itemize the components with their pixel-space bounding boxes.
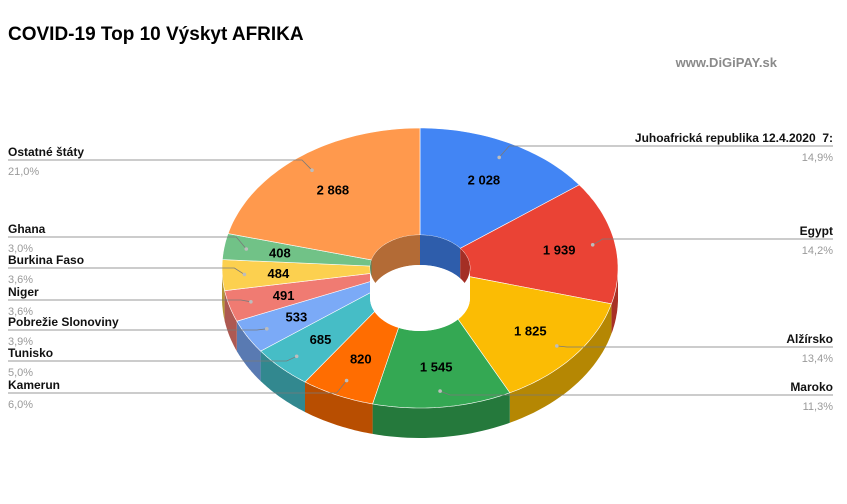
value-label-maroko: 1 545: [420, 360, 453, 375]
callout-name-ghana: Ghana: [8, 222, 46, 236]
hole-wall-juhoafricka-republika-12-4-2020-7: [420, 235, 461, 279]
leader-dot-maroko: [438, 389, 442, 393]
leader-dot-pobrezie-slonoviny: [265, 327, 269, 331]
value-label-tunisko: 685: [310, 332, 332, 347]
callout-percent-tunisko: 5,0%: [8, 367, 33, 379]
callout-name-maroko: Maroko: [790, 380, 833, 394]
leader-dot-kamerun: [344, 378, 349, 383]
value-label-niger: 491: [273, 288, 295, 303]
depth-pobrezie-slonoviny: [236, 321, 261, 382]
watermark-text: www.DiGiPAY.sk: [675, 55, 777, 70]
callout-name-juhoafricka-republika-12-4-2020-7: Juhoafrická republika 12.4.2020 7:: [635, 131, 833, 145]
leader-dot-alzirsko: [555, 344, 559, 348]
depth-kamerun: [305, 382, 373, 434]
hole-wall-ostatne-staty-b: [371, 235, 420, 290]
leader-line-tunisko: [8, 355, 297, 362]
leader-line-niger: [8, 299, 251, 303]
value-label-ghana: 408: [269, 246, 291, 261]
callout-percent-egypt: 14,2%: [802, 245, 833, 257]
callout-percent-ostatne-staty: 21,0%: [8, 166, 39, 178]
callout-name-kamerun: Kamerun: [8, 378, 60, 392]
leader-line-ostatne-staty: [8, 159, 313, 171]
donut-depth: [222, 268, 618, 438]
leader-dot-ostatne-staty: [310, 168, 314, 172]
callout-name-egypt: Egypt: [800, 224, 833, 238]
depth-tunisko: [260, 351, 305, 412]
callout-percent-juhoafricka-republika-12-4-2020-7: 14,9%: [802, 152, 833, 164]
leader-dot-tunisko: [294, 354, 299, 359]
chart-title: COVID-19 Top 10 Výskyt AFRIKA: [8, 24, 304, 45]
callout-percent-kamerun: 6,0%: [8, 399, 33, 411]
callout-percent-maroko: 11,3%: [803, 401, 834, 413]
donut-hole: [370, 235, 470, 331]
callout-name-burkina-faso: Burkina Faso: [8, 253, 84, 267]
leader-line-kamerun: [8, 380, 347, 394]
leader-dot-niger: [249, 300, 253, 304]
hole-front-gap: [370, 268, 470, 331]
leader-dot-egypt: [590, 243, 595, 247]
leader-line-ghana: [8, 236, 247, 250]
value-label-pobrezie-slonoviny: 533: [286, 310, 308, 325]
callout-percent-niger: 3,6%: [8, 306, 33, 318]
callout-name-niger: Niger: [8, 285, 39, 299]
leader-line-egypt: [592, 238, 833, 246]
callout-percent-alzirsko: 13,4%: [802, 353, 833, 365]
leader-line-juhoafricka-republika-12-4-2020-7: [498, 145, 833, 158]
depth-egypt: [611, 268, 618, 334]
callout-name-alzirsko: Alžírsko: [786, 332, 833, 346]
callout-labels: Juhoafrická republika 12.4.2020 7: 14,9% E…: [8, 131, 833, 413]
value-label-egypt: 1 939: [543, 242, 576, 257]
leader-line-burkina-faso: [8, 267, 245, 275]
leader-line-maroko: [439, 390, 833, 396]
leader-dot-ghana: [244, 247, 249, 251]
callout-name-pobrezie-slonoviny: Pobrežie Slonoviny: [8, 315, 119, 329]
depth-niger: [224, 290, 237, 352]
value-label-ostatne-staty: 2 868: [317, 183, 350, 198]
value-label-kamerun: 820: [350, 351, 372, 366]
value-label-juhoafricka-republika-12-4-2020-7: 2 028: [468, 172, 501, 187]
value-label-burkina-faso: 484: [268, 266, 290, 281]
leader-line-pobrezie-slonoviny: [8, 328, 267, 331]
leader-dot-juhoafricka-republika-12-4-2020-7: [497, 155, 502, 160]
callout-percent-ghana: 3,0%: [8, 243, 33, 255]
leader-line-alzirsko: [556, 345, 833, 348]
callout-name-tunisko: Tunisko: [8, 346, 53, 360]
depth-maroko: [372, 392, 510, 438]
callout-percent-pobrezie-slonoviny: 3,9%: [8, 336, 33, 348]
callout-name-ostatne-staty: Ostatné štáty: [8, 145, 84, 159]
leader-dot-burkina-faso: [242, 272, 247, 277]
value-label-alzirsko: 1 825: [514, 323, 547, 338]
depth-alzirsko: [509, 303, 612, 423]
callout-percent-burkina-faso: 3,6%: [8, 274, 33, 286]
